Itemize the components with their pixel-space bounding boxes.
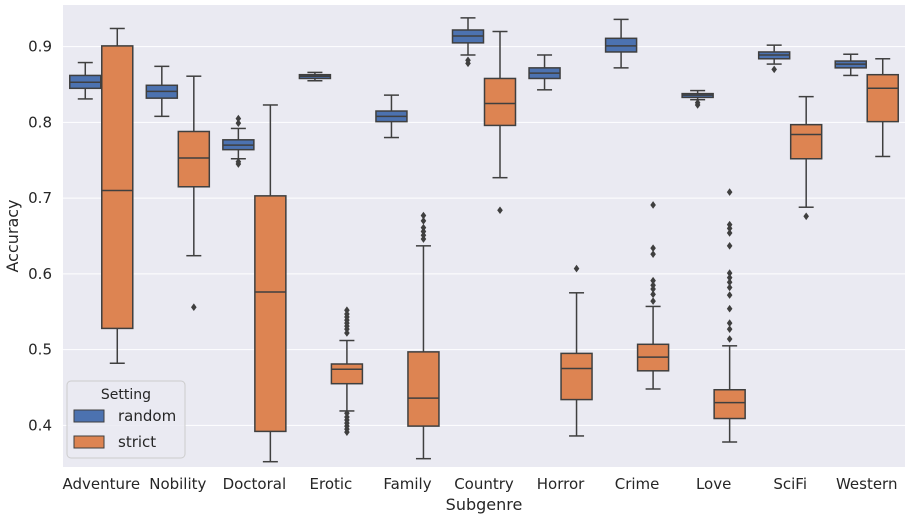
outlier-point [726,325,733,333]
x-tick-label: Love [696,475,731,493]
box-random-western [834,53,867,77]
outlier-point [497,206,503,215]
box-iqr [560,352,593,401]
outlier-point [650,201,656,209]
x-tick-label: Nobility [149,475,206,493]
box-iqr [866,73,899,123]
legend-title: Setting [101,387,151,403]
outlier-point [726,319,733,327]
box-strict-country [483,30,517,215]
box-iqr [604,37,638,53]
x-tick-labels: Adventure Nobility Doctoral Erotic Family Cou… [62,475,897,493]
box-iqr [789,123,823,160]
y-tick-label: 0.7 [28,189,52,207]
outlier-point [803,212,809,221]
box-random-erotic [298,71,332,82]
box-strict-adventure [101,27,134,364]
box-strict-western [866,58,899,158]
box-random-love [681,89,714,109]
outlier-point [420,235,427,243]
box-iqr [101,45,134,330]
outlier-point [191,303,197,311]
box-strict-love [713,188,746,443]
outlier-point [650,290,656,299]
box-random-nobility [145,65,179,118]
box-strict-erotic [330,306,364,436]
outlier-point [235,114,242,123]
x-tick-label: Doctoral [223,475,287,493]
x-tick-label: Family [383,475,431,493]
x-tick-label: Crime [615,475,660,493]
box-iqr [330,363,364,385]
y-axis-label: Accuracy [3,199,22,272]
legend: Setting random strict [66,380,186,459]
y-tick-label: 0.8 [28,113,52,131]
x-tick-label: Adventure [62,475,140,493]
box-iqr [407,351,440,427]
outlier-point [726,283,733,292]
outlier-point [694,101,701,109]
outlier-point [650,276,656,285]
box-random-crime [604,18,638,69]
outlier-point [650,285,656,293]
x-tick-label: Western [836,475,898,493]
box-iqr [483,77,517,127]
outlier-point [465,59,471,68]
box-strict-horror [560,264,593,437]
y-tick-label: 0.4 [28,416,52,434]
box-strict-doctoral [254,104,287,463]
outlier-point [650,244,656,252]
box-random-country [451,17,485,68]
box-random-doctoral [222,114,255,168]
box-iqr [713,388,746,420]
box-strict-nobility [177,75,211,311]
box-strict-crime [636,201,670,390]
outlier-point [726,304,733,313]
x-tick-label: Erotic [310,475,353,493]
outlier-point [726,278,733,286]
outlier-point [573,264,580,273]
outlier-point [726,335,733,343]
x-axis-label: Subgenre [446,495,523,514]
outlier-point [420,217,427,225]
outlier-point [344,428,350,436]
outlier-point [726,291,733,299]
box-random-scifi [757,44,791,74]
y-tick-label: 0.9 [28,38,52,56]
legend-label-random: random [118,407,176,425]
outlier-point [726,242,733,250]
legend-swatch-random [73,409,105,423]
outlier-point [650,250,656,258]
box-random-family [375,94,408,139]
outlier-point [771,65,777,74]
legend-swatch-strict [73,435,105,449]
legend-label-strict: strict [118,433,156,451]
y-tick-labels: 0.4 0.5 0.6 0.7 0.8 0.9 [28,38,52,435]
outlier-point [726,188,733,196]
outlier-point [726,224,733,233]
box-random-adventure [69,61,102,100]
outlier-point [235,119,242,127]
box-strict-scifi [789,95,823,221]
outlier-point [420,211,427,220]
plot-background [63,5,905,467]
outlier-point [344,329,350,337]
box-random-horror [528,54,561,91]
outlier-point [650,297,656,305]
x-tick-label: Horror [537,475,585,493]
box-layer [69,17,899,463]
box-strict-family [407,211,440,460]
box-iqr [177,130,211,188]
y-tick-label: 0.6 [28,265,52,283]
x-tick-label: SciFi [773,475,807,493]
outlier-point [726,229,733,237]
x-tick-label: Country [454,475,514,493]
outlier-point [726,273,733,282]
y-tick-label: 0.5 [28,341,52,359]
outlier-point [726,269,733,277]
outlier-point [235,160,242,168]
box-iqr [254,195,287,433]
